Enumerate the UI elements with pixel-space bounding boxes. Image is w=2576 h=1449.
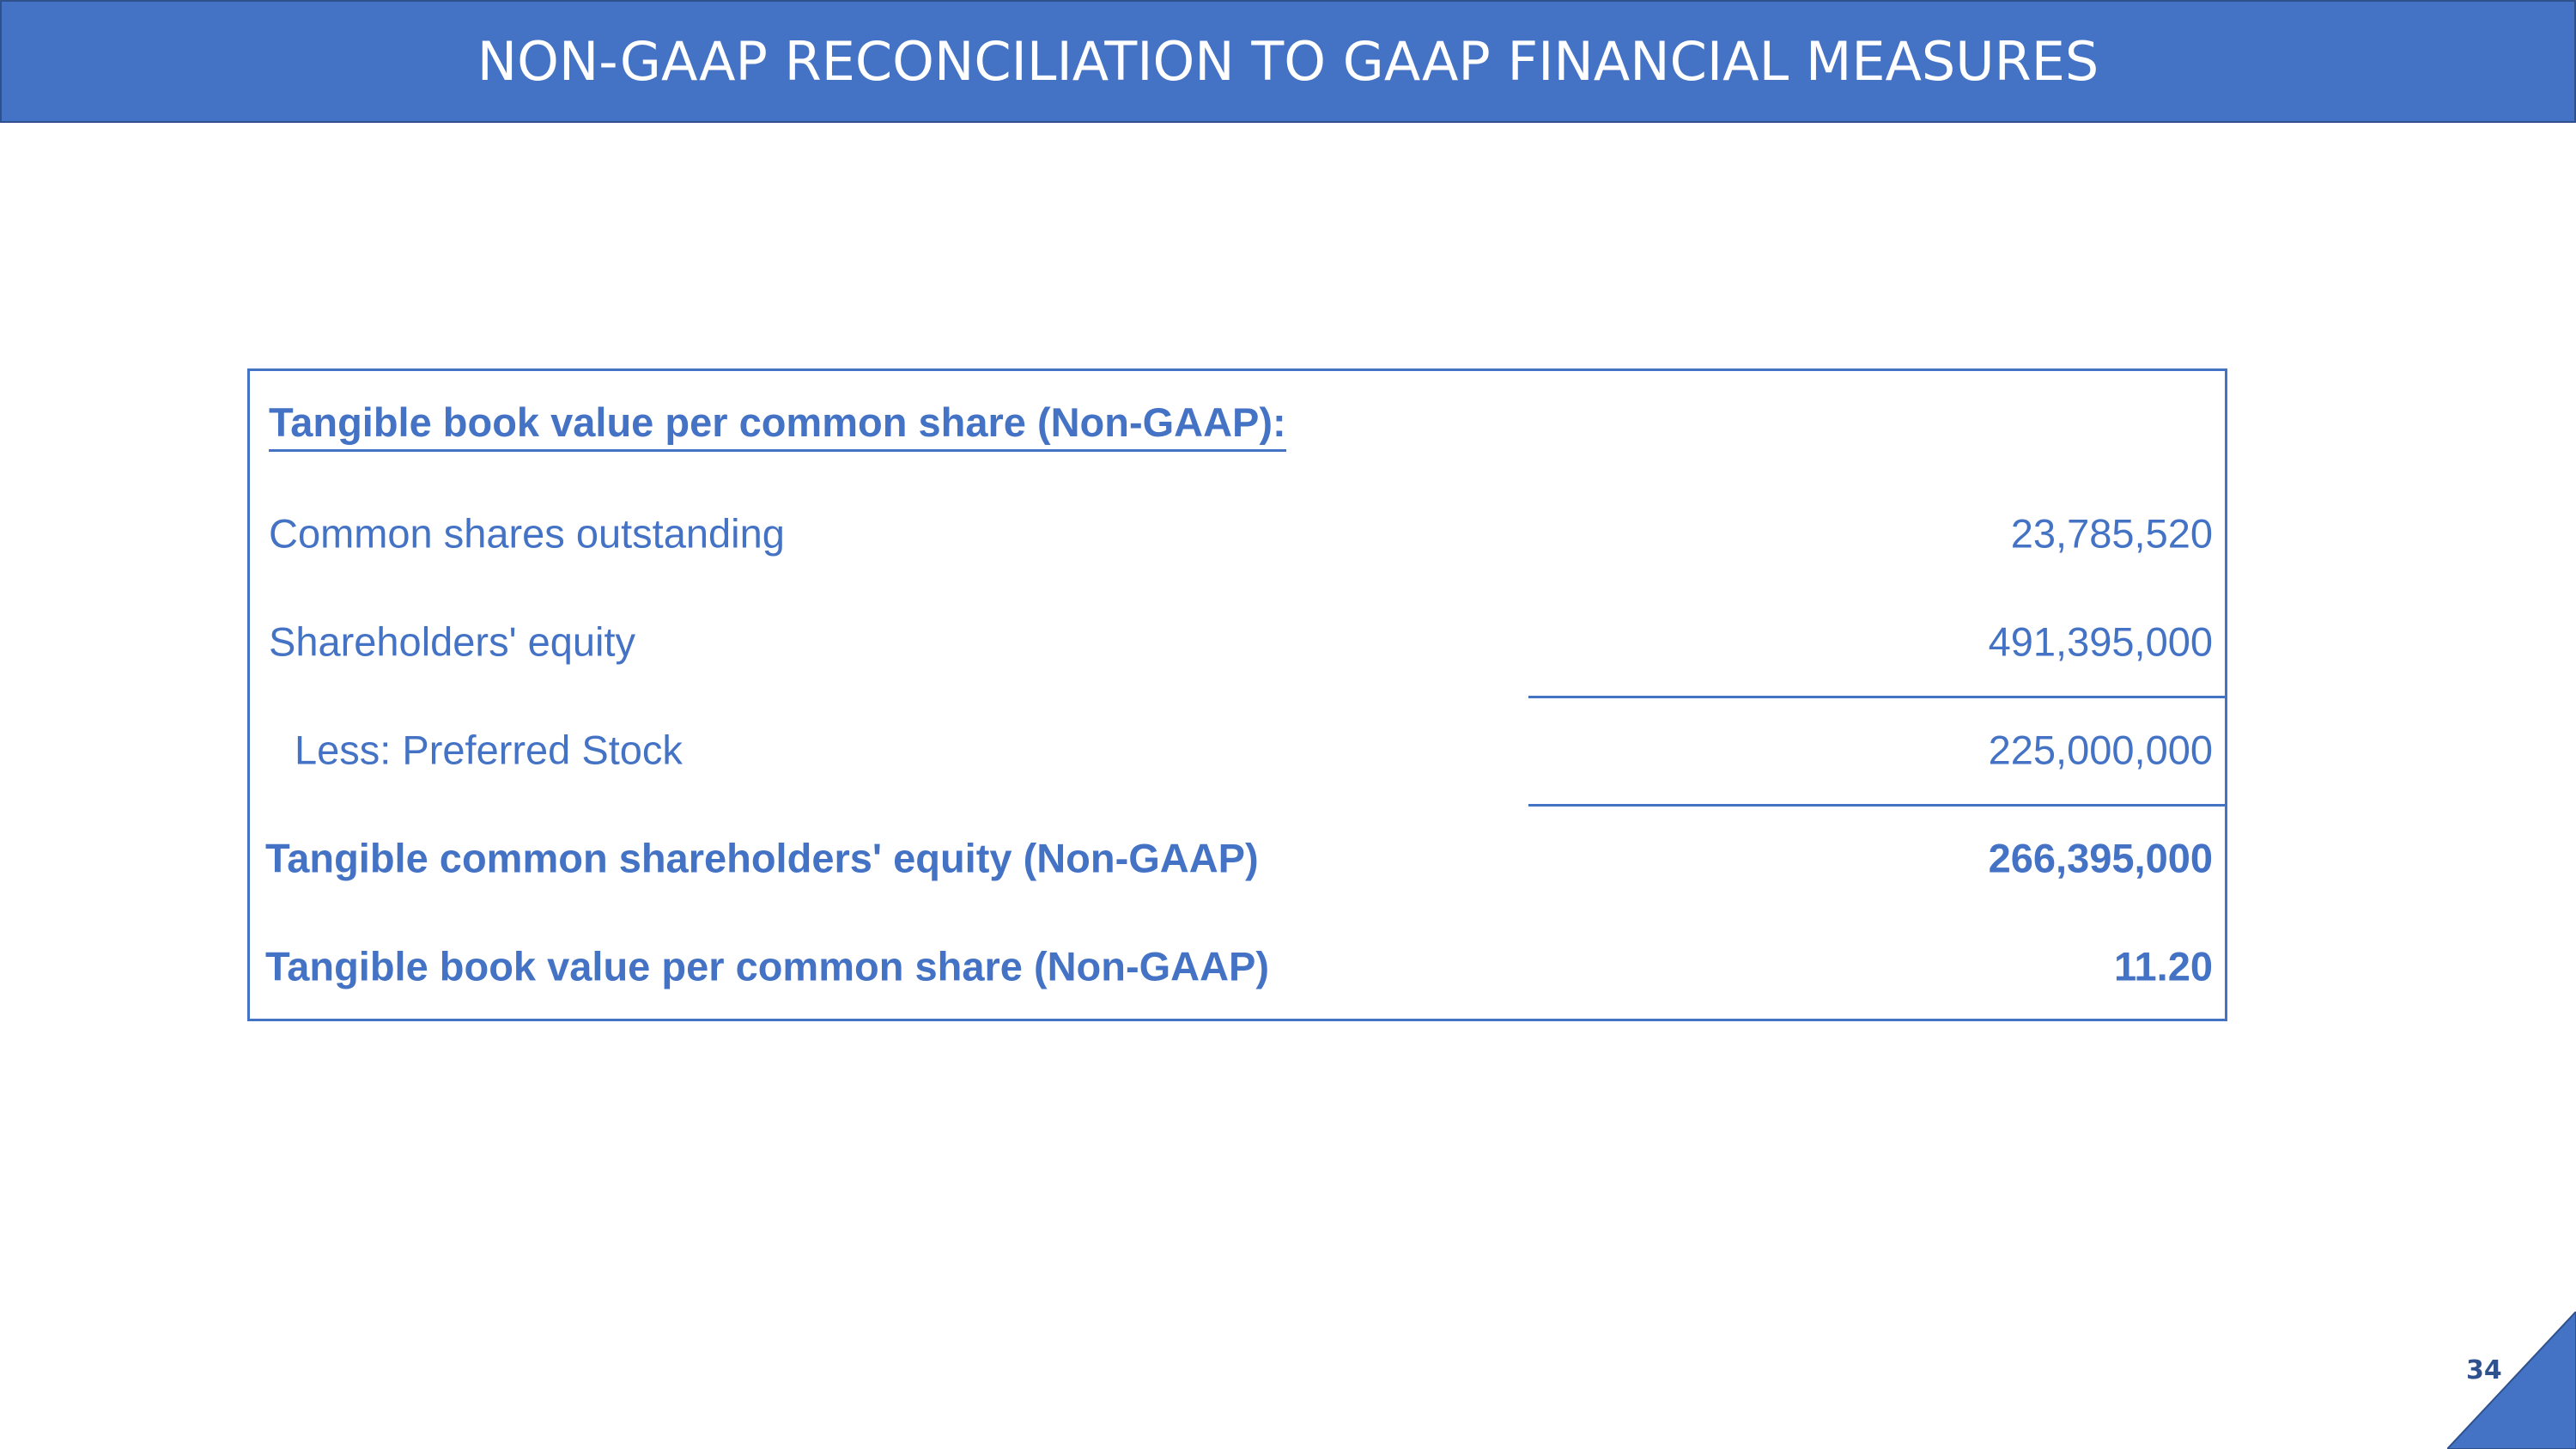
row-value-shareholders-equity: 491,395,000 xyxy=(1988,618,2213,665)
table-row: Shareholders' equity 491,395,000 xyxy=(250,588,2225,696)
page-title: NON-GAAP RECONCILIATION TO GAAP FINANCIA… xyxy=(477,30,2099,93)
row-label-shareholders-equity: Shareholders' equity xyxy=(269,618,636,665)
row-value-preferred-stock: 225,000,000 xyxy=(1988,727,2213,773)
table-heading-row: Tangible book value per common share (No… xyxy=(250,371,2225,479)
row-label-common-shares: Common shares outstanding xyxy=(269,510,785,557)
table-row: Common shares outstanding 23,785,520 xyxy=(250,479,2225,588)
table-heading: Tangible book value per common share (No… xyxy=(269,399,1286,452)
row-label-tangible-equity: Tangible common shareholders' equity (No… xyxy=(265,835,1259,881)
page-number: 34 xyxy=(2466,1355,2502,1385)
row-label-preferred-stock: Less: Preferred Stock xyxy=(295,727,683,773)
table-row: Tangible book value per common share (No… xyxy=(250,912,2225,1020)
corner-triangle-icon xyxy=(2447,1312,2576,1449)
divider-line xyxy=(1528,804,2227,807)
row-value-tangible-book-value: 11.20 xyxy=(2113,943,2213,989)
row-label-tangible-book-value: Tangible book value per common share (No… xyxy=(265,943,1270,989)
reconciliation-table: Tangible book value per common share (No… xyxy=(247,368,2227,1021)
divider-line xyxy=(1528,696,2227,698)
table-row: Less: Preferred Stock 225,000,000 xyxy=(250,696,2225,804)
title-bar: NON-GAAP RECONCILIATION TO GAAP FINANCIA… xyxy=(0,0,2576,123)
row-value-tangible-equity: 266,395,000 xyxy=(1988,835,2213,881)
table-row: Tangible common shareholders' equity (No… xyxy=(250,804,2225,912)
row-value-common-shares: 23,785,520 xyxy=(2010,510,2213,557)
